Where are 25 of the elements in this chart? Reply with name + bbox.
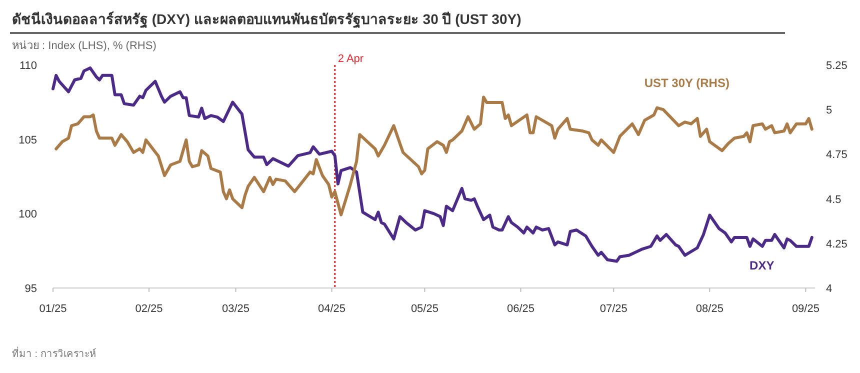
x-tick-label: 03/25 [222, 303, 250, 315]
series-label: UST 30Y (RHS) [644, 76, 730, 90]
y2-tick-label: 4.5 [826, 194, 842, 206]
x-tick-label: 06/25 [506, 303, 534, 315]
y2-tick-label: 4.75 [826, 149, 848, 162]
x-tick-label: 05/25 [410, 303, 438, 315]
x-tick-label: 01/25 [39, 303, 67, 315]
y2-tick-label: 5.25 [826, 60, 848, 72]
x-tick-label: 04/25 [318, 303, 346, 315]
x-tick-label: 09/25 [792, 303, 820, 315]
ref-line-label: 2 Apr [338, 53, 364, 65]
y-tick-label: 105 [18, 134, 37, 146]
x-tick-label: 02/25 [135, 303, 163, 315]
chart-title: ดัชนีเงินดอลลาร์สหรัฐ (DXY) และผลตอบแทนพันธบัตรรัฐบาลระยะ 30 ปี (UST 30Y) [12, 11, 522, 29]
chart-subtitle: หน่วย : Index (LHS), % (RHS) [12, 40, 156, 52]
text: ที่มา : การวิเคราะห์ [12, 346, 96, 360]
series-label: DXY [750, 258, 774, 272]
y2-tick-label: 4 [826, 283, 832, 295]
y2-tick-label: 5 [826, 104, 832, 117]
x-tick-label: 08/25 [696, 303, 724, 315]
y-tick-label: 100 [18, 208, 37, 221]
y-tick-label: 110 [19, 60, 37, 72]
y-tick-label: 95 [24, 283, 37, 295]
x-tick-label: 07/25 [600, 303, 628, 315]
y2-tick-label: 4.25 [826, 238, 848, 250]
